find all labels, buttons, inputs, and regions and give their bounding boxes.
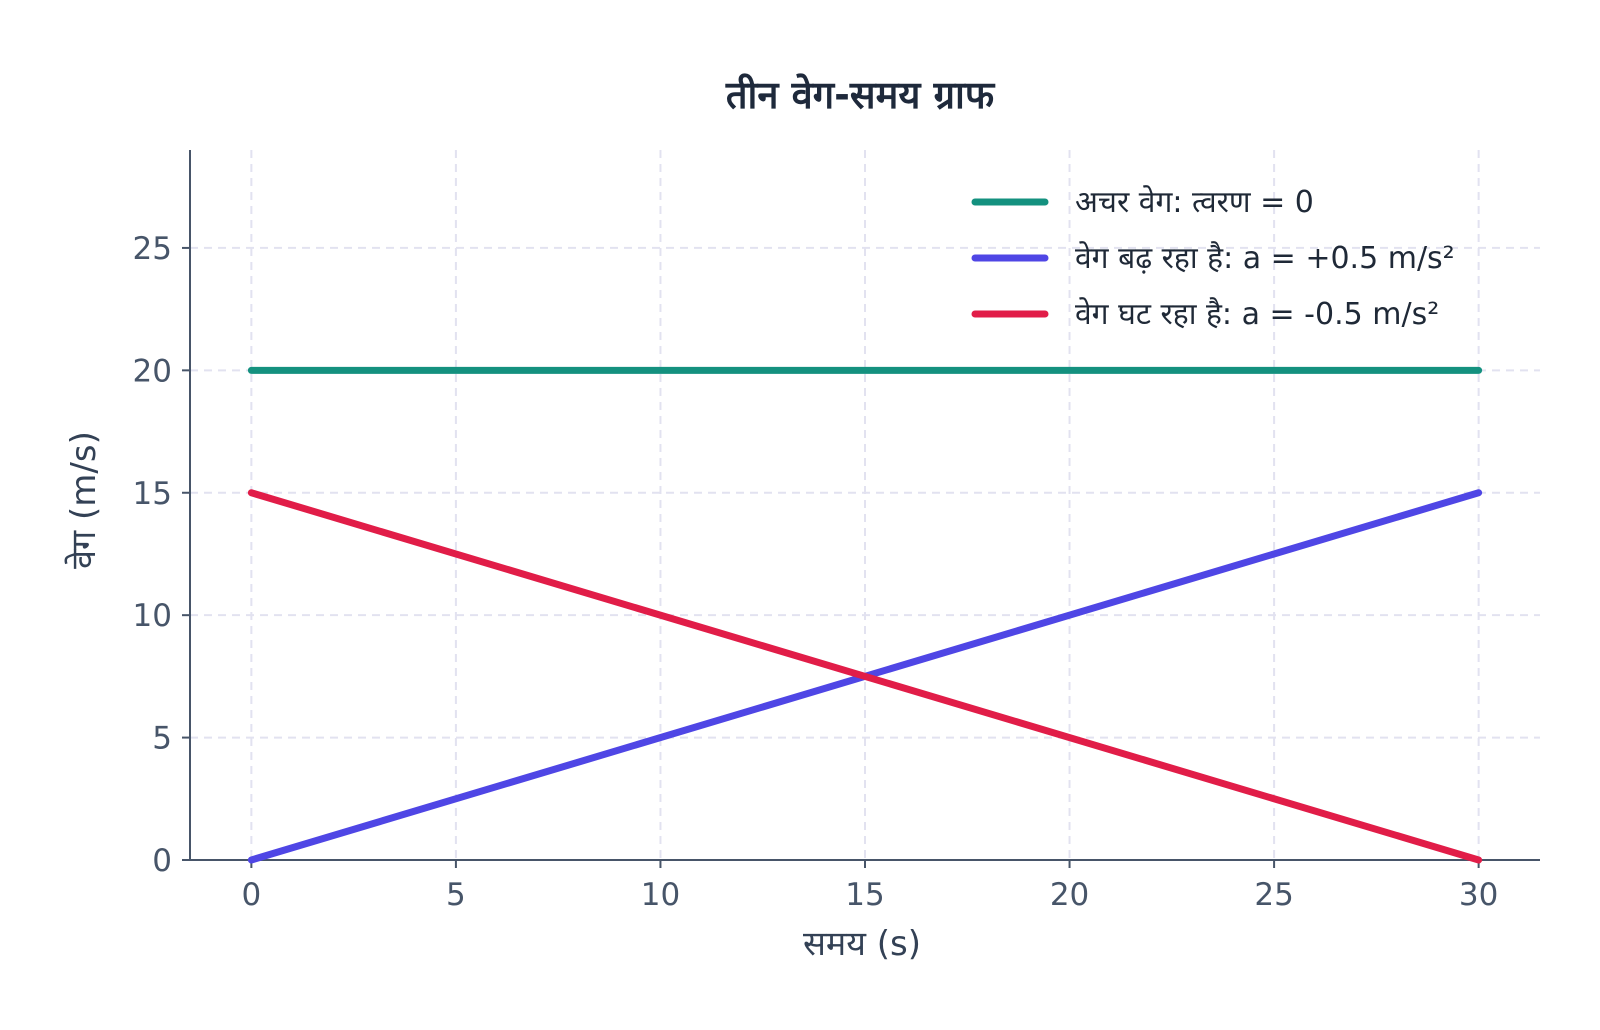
x-tick-label: 30 — [1459, 877, 1498, 913]
chart-title: तीन वेग-समय ग्राफ — [725, 73, 996, 117]
x-tick-label: 10 — [641, 877, 680, 913]
x-axis-label: समय (s) — [803, 924, 921, 964]
y-tick-label: 10 — [133, 598, 172, 634]
x-tick-label: 5 — [446, 877, 466, 913]
y-axis-label: वेग (m/s) — [64, 431, 104, 569]
x-tick-label: 0 — [241, 877, 261, 913]
y-tick-label: 5 — [152, 721, 172, 757]
legend-label-1: अचर वेग: त्वरण = 0 — [1075, 185, 1314, 220]
y-tick-label: 15 — [133, 476, 172, 512]
x-tick-label: 20 — [1050, 877, 1089, 913]
y-tick-label: 25 — [133, 231, 172, 267]
x-tick-label: 15 — [845, 877, 884, 913]
legend-label-2: वेग बढ़ रहा है: a = +0.5 m/s² — [1075, 241, 1455, 276]
legend-label-3: वेग घट रहा है: a = -0.5 m/s² — [1075, 297, 1439, 332]
series-line-3 — [247, 489, 1483, 864]
y-tick-label: 0 — [152, 843, 172, 879]
ticks: 0 5 10 15 20 25 30 0 5 10 15 20 25 — [133, 231, 1499, 913]
y-tick-label: 20 — [133, 353, 172, 389]
legend: अचर वेग: त्वरण = 0 वेग बढ़ रहा है: a = +0… — [971, 185, 1455, 332]
series-lines — [247, 366, 1483, 864]
x-tick-label: 25 — [1254, 877, 1293, 913]
